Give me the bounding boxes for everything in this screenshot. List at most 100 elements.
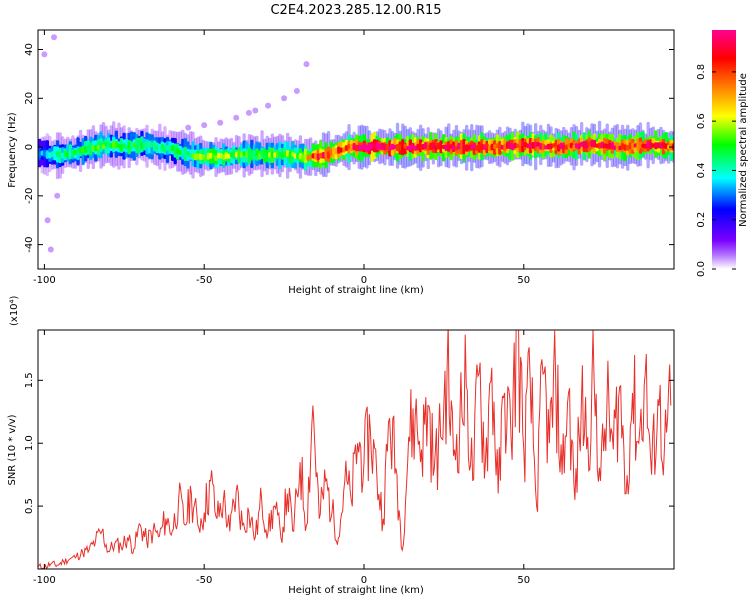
heatmap-cell [646,141,650,148]
heatmap-point [217,119,224,126]
heatmap-cell [644,143,648,149]
heatmap-cell [206,152,210,160]
spectrogram-ylabel: Frequency (Hz) [7,112,18,188]
heatmap-cell [375,141,379,150]
heatmap-cell [398,144,402,151]
heatmap-cell [457,142,461,150]
heatmap-point [233,114,240,121]
colorbar-tick-label: 0.6 [696,113,707,129]
heatmap-cell [81,147,85,153]
heatmap-cell [337,146,341,154]
heatmap-cell [334,147,338,155]
heatmap-cell [554,146,558,151]
y-tick-label: -20 [24,188,35,204]
heatmap-point [41,51,48,58]
heatmap-cell [651,143,655,148]
heatmap-cell [513,142,517,149]
heatmap-cell [659,142,663,149]
heatmap-cell [84,146,88,153]
heatmap-cell [209,152,213,159]
heatmap-cell [293,153,297,159]
heatmap-cell [567,143,571,148]
heatmap-cell [608,143,612,149]
heatmap-cell [452,145,456,151]
heatmap-cell [329,149,333,156]
heatmap-cell [459,144,464,149]
heatmap-cell [43,149,47,158]
heatmap-cell [590,140,594,147]
snr-multiplier: (x10⁴) [9,295,20,326]
heatmap-cell [618,145,622,151]
heatmap-cell [349,144,354,152]
heatmap-cell [194,153,198,161]
heatmap-cell [275,151,280,158]
heatmap-cell [291,152,295,157]
heatmap-cell [73,149,78,155]
heatmap-cell [155,145,159,151]
heatmap-cell [150,142,154,148]
heatmap-point [303,61,310,68]
heatmap-cell [171,144,175,152]
heatmap-cell [562,144,566,150]
x-tick-label: 50 [517,575,530,586]
heatmap-cell [137,143,141,150]
x-tick-label: -100 [33,275,56,286]
heatmap-cell [493,144,497,149]
heatmap-cell [367,143,372,151]
heatmap-cell [528,143,533,148]
heatmap-point [47,246,54,253]
heatmap-point [281,95,288,102]
heatmap-cell [326,151,331,159]
heatmap-cell [142,142,147,151]
heatmap-cell [283,151,287,158]
y-tick-label: 1.5 [24,372,35,388]
heatmap-cell [127,142,131,149]
heatmap-cell [147,140,152,149]
heatmap-cell [94,145,98,151]
heatmap-cell [408,144,412,151]
heatmap-cell [298,152,303,160]
heatmap-cell [480,143,484,151]
heatmap-cell [321,152,326,159]
heatmap-cell [204,155,208,161]
heatmap-cell [63,150,67,157]
heatmap-cell [316,153,320,160]
heatmap-cell [78,146,83,154]
heatmap-cell [362,142,366,150]
colorbar-tick-label: 0.8 [696,64,707,80]
y-tick-label: 0.5 [24,498,35,514]
heatmap-point [185,124,192,131]
x-tick-label: 0 [361,275,367,286]
heatmap-cell [309,154,313,160]
heatmap-cell [488,145,492,152]
heatmap-cell [303,154,308,159]
heatmap-cell [191,153,195,159]
heatmap-cell [395,144,400,152]
x-tick-label: 0 [361,575,367,586]
heatmap-cell [546,143,551,150]
heatmap-cell [615,144,620,152]
heatmap-cell [260,150,264,156]
heatmap-cell [61,152,65,159]
heatmap-cell [582,141,586,148]
heatmap-cell [101,144,106,149]
heatmap-cell [55,150,60,158]
heatmap-cell [344,145,349,151]
heatmap-cell [610,142,614,150]
heatmap-point [54,192,61,199]
heatmap-cell [523,142,528,148]
heatmap-cell [214,155,218,161]
heatmap-cell [158,145,162,152]
heatmap-cell [465,144,469,152]
heatmap-cell [605,143,609,149]
heatmap-cell [539,143,543,150]
heatmap-cell [424,142,428,150]
y-tick-label: 40 [24,43,35,56]
heatmap-cell [45,151,49,159]
heatmap-cell [119,144,124,152]
heatmap-cell [247,150,251,157]
heatmap-cell [186,151,190,156]
heatmap-cell [347,144,351,150]
heatmap-cell [413,145,418,151]
spectrogram-xlabel: Height of straight line (km) [288,285,424,296]
